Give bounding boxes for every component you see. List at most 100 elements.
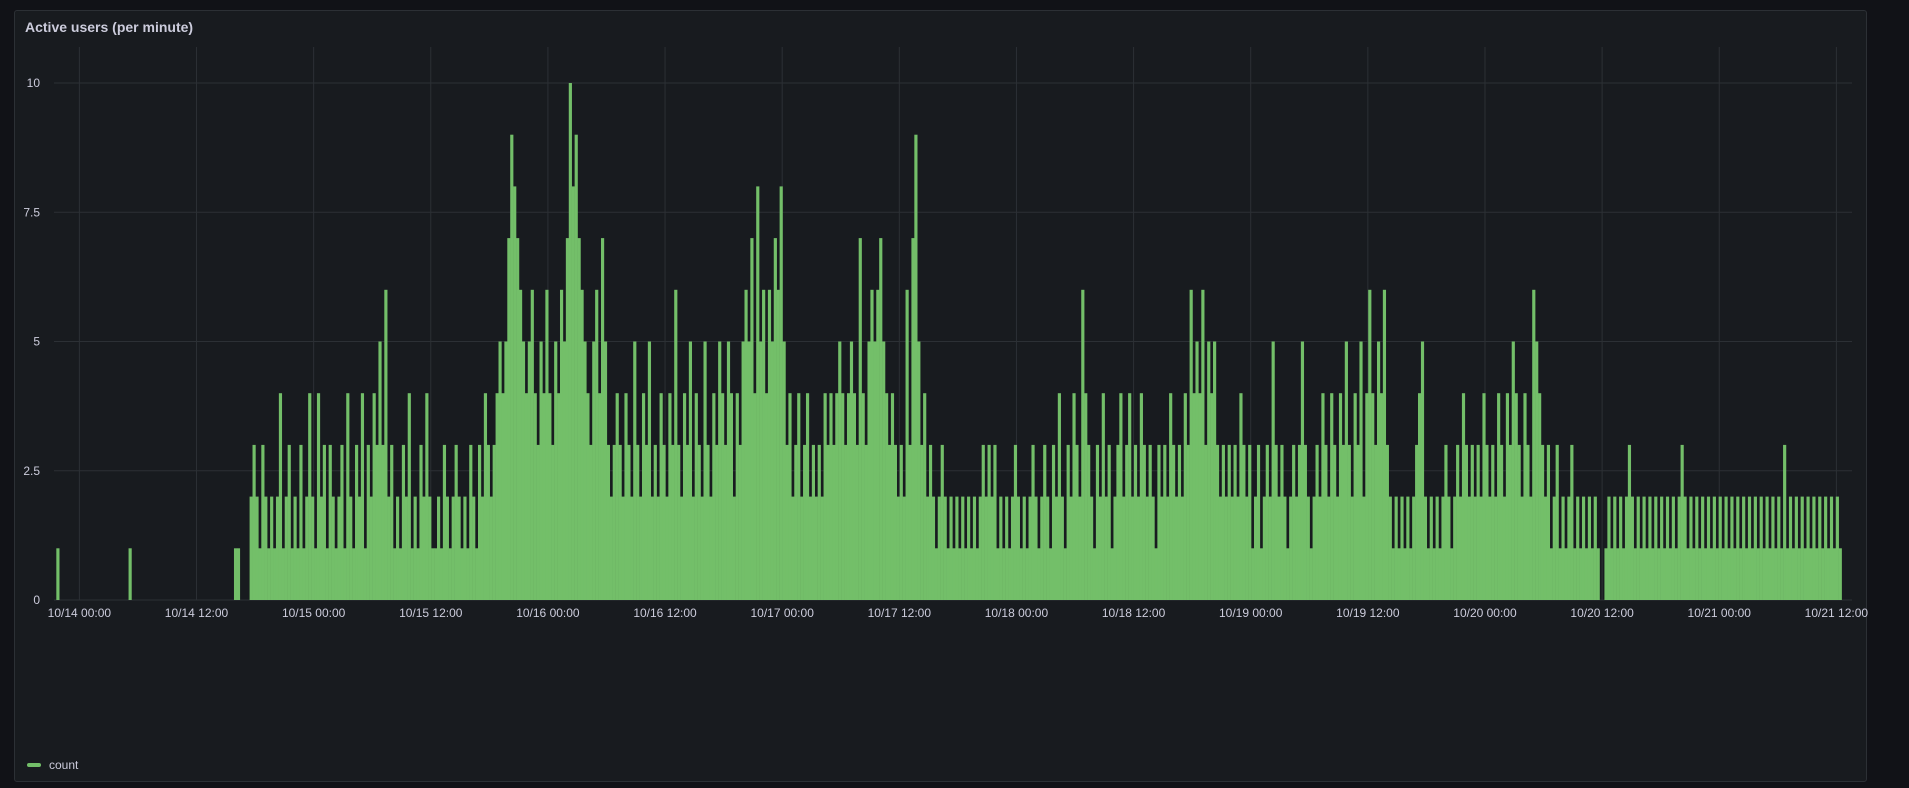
bar (314, 548, 318, 600)
bar (1415, 444, 1419, 600)
bar (598, 393, 602, 600)
bar (987, 444, 991, 600)
bar (902, 496, 906, 600)
bar (1306, 496, 1310, 600)
bar (1163, 444, 1167, 600)
bar (1259, 548, 1264, 600)
bar (249, 496, 253, 600)
bar (600, 238, 605, 600)
bar (1271, 341, 1275, 600)
bar (682, 393, 687, 600)
bar (1812, 496, 1816, 600)
bar (949, 496, 953, 600)
bar (1154, 548, 1158, 600)
bar (1753, 496, 1757, 600)
bar (431, 548, 435, 600)
bar (1677, 496, 1681, 600)
bar (1435, 496, 1439, 600)
bar (1356, 444, 1360, 600)
bar (273, 548, 277, 600)
bar (1663, 548, 1667, 600)
bar (1420, 341, 1425, 600)
bar (264, 496, 268, 600)
bar (425, 393, 429, 600)
legend[interactable]: count (27, 758, 78, 772)
bar (747, 341, 751, 600)
bar (1374, 444, 1378, 600)
bar (501, 393, 505, 600)
bar (1125, 444, 1129, 600)
bar (530, 289, 534, 600)
bar (1368, 289, 1372, 600)
bar (674, 289, 678, 600)
bar (524, 393, 529, 600)
bar (1385, 444, 1389, 600)
chart-svg: 0 2.5 5 7.5 10 10/14 00:00 10/14 12:00 10/15 00… (23, 47, 1868, 620)
bar (1494, 496, 1498, 600)
bar (1341, 444, 1346, 600)
bar (434, 548, 438, 600)
bar (1104, 496, 1108, 600)
bar (641, 393, 646, 600)
bar (1008, 548, 1012, 600)
bar (1394, 496, 1398, 600)
bar (677, 444, 681, 600)
bar (644, 444, 649, 600)
bar (753, 393, 757, 600)
bar (1362, 496, 1366, 600)
bar (1546, 444, 1551, 600)
bar (1579, 548, 1583, 600)
bar (1765, 496, 1769, 600)
bar (946, 548, 950, 600)
bar (990, 496, 994, 600)
bar (911, 238, 915, 600)
bar (630, 496, 634, 600)
bar (1532, 289, 1536, 600)
bar (1198, 393, 1202, 600)
bar (1561, 496, 1565, 600)
bar (1022, 496, 1026, 600)
bar (1558, 548, 1562, 600)
bar (882, 341, 886, 600)
bar (1718, 496, 1722, 600)
bar (1327, 496, 1331, 600)
bar (817, 444, 821, 600)
bar (650, 496, 654, 600)
bar (1210, 393, 1214, 600)
bar (527, 341, 531, 600)
bar (1049, 548, 1053, 600)
x-tick-label: 10/19 00:00 (1219, 606, 1283, 620)
bar (1639, 548, 1643, 600)
bar (287, 444, 291, 600)
bar (1101, 393, 1105, 600)
bar (1633, 548, 1637, 600)
bar (1724, 496, 1728, 600)
bar (618, 444, 622, 600)
bar (255, 496, 259, 600)
bar (1303, 444, 1307, 600)
bar (1473, 496, 1477, 600)
bar (1128, 393, 1132, 600)
bar (964, 548, 968, 600)
bar (387, 496, 391, 600)
bar (1013, 444, 1018, 600)
bar (1172, 444, 1176, 600)
bar (1347, 444, 1351, 600)
bar (609, 496, 613, 600)
bar (401, 444, 406, 600)
bar (969, 548, 974, 600)
bar (554, 341, 558, 600)
bar (1236, 496, 1240, 600)
bar (867, 341, 871, 600)
bar (633, 341, 637, 600)
bar (1576, 496, 1580, 600)
bar (1768, 548, 1772, 600)
bar (1444, 444, 1448, 600)
bar (1540, 444, 1545, 600)
bar (270, 496, 274, 600)
bar (1750, 548, 1755, 600)
bar (278, 393, 283, 600)
bar (794, 444, 798, 600)
bar (955, 496, 959, 600)
bar (688, 341, 693, 600)
